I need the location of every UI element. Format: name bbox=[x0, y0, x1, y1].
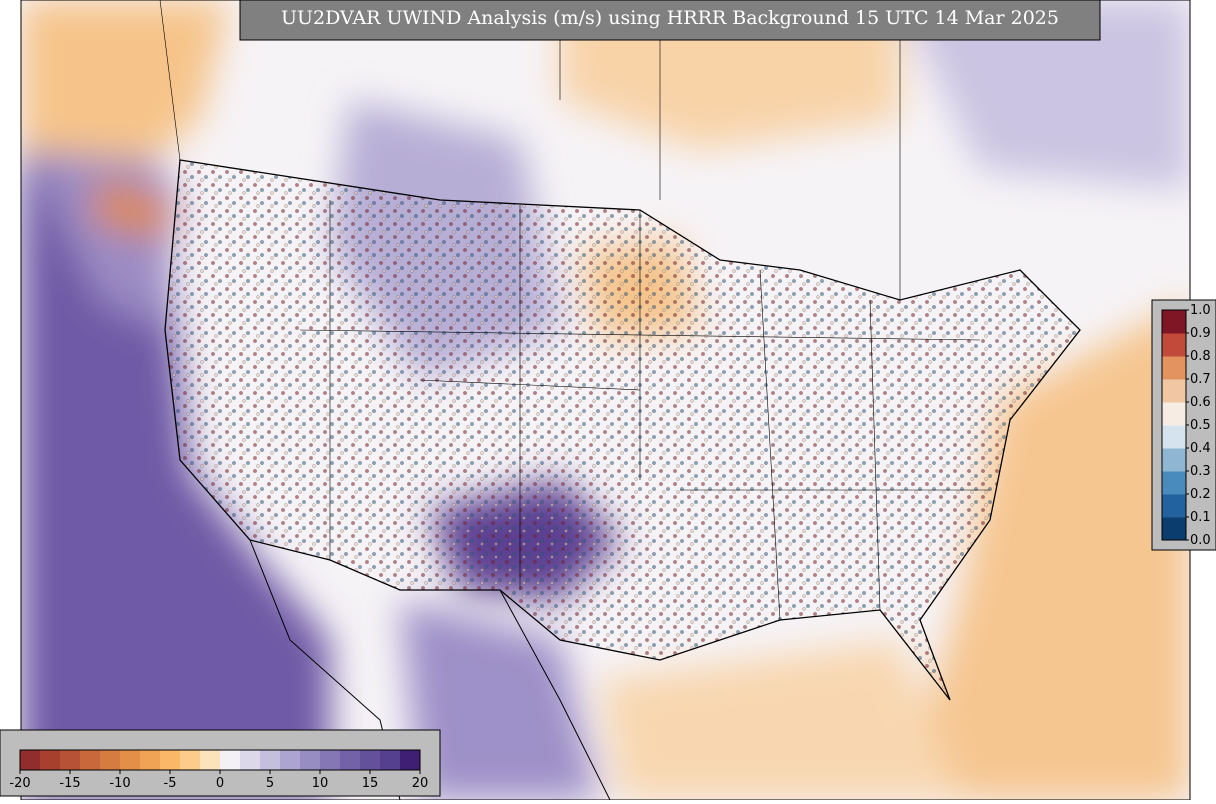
color-segment bbox=[180, 750, 201, 770]
color-segment bbox=[80, 750, 101, 770]
color-segment bbox=[1162, 402, 1186, 426]
color-segment bbox=[340, 750, 361, 770]
tick-label: 0.4 bbox=[1190, 441, 1211, 456]
color-segment bbox=[300, 750, 321, 770]
tick-label: 0.2 bbox=[1190, 487, 1211, 502]
color-segment bbox=[260, 750, 281, 770]
color-segment bbox=[400, 750, 421, 770]
color-segment bbox=[1162, 448, 1186, 472]
tick-label: 0 bbox=[216, 776, 224, 791]
wind-colorbar: -20 -15 -10 -5 0 5 10 15 20 bbox=[9, 749, 429, 791]
color-segment bbox=[1162, 517, 1186, 541]
color-segment bbox=[20, 750, 41, 770]
title-box bbox=[239, 0, 1101, 41]
tick-label: 15 bbox=[362, 776, 379, 791]
map-field bbox=[21, 0, 1190, 800]
tick-label: 0.0 bbox=[1190, 533, 1211, 548]
tick-label: -15 bbox=[59, 776, 80, 791]
color-segment bbox=[1162, 379, 1186, 403]
color-segment bbox=[320, 750, 341, 770]
tick-label: 0.9 bbox=[1190, 326, 1211, 341]
tick-label: -5 bbox=[164, 776, 177, 791]
title: UU2DVAR UWIND Analysis (m/s) using HRRR … bbox=[281, 7, 1059, 29]
color-segment bbox=[240, 750, 261, 770]
color-segment bbox=[40, 750, 61, 770]
tick-label: -20 bbox=[9, 776, 30, 791]
color-segment bbox=[1162, 333, 1186, 357]
color-segment bbox=[1162, 471, 1186, 495]
tick-label: 0.8 bbox=[1190, 349, 1211, 364]
tick-label: -10 bbox=[109, 776, 130, 791]
color-segment bbox=[1162, 310, 1186, 334]
tick-label: 1.0 bbox=[1190, 303, 1211, 318]
color-segment bbox=[220, 750, 241, 770]
tick-label: 10 bbox=[312, 776, 329, 791]
tick-label: 0.6 bbox=[1190, 395, 1211, 410]
color-segment bbox=[280, 750, 301, 770]
color-segment bbox=[1162, 425, 1186, 449]
color-segment bbox=[1162, 356, 1186, 380]
color-segment bbox=[140, 750, 161, 770]
color-segment bbox=[380, 750, 401, 770]
color-segment bbox=[160, 750, 181, 770]
color-segment bbox=[200, 750, 221, 770]
color-segment bbox=[1162, 494, 1186, 518]
color-segment bbox=[360, 750, 381, 770]
color-segment bbox=[100, 750, 121, 770]
obs-colorbar: 0.0 0.1 0.2 0.3 0.4 0.5 0.6 0.7 0.8 0.9 1.0 bbox=[1161, 303, 1211, 548]
color-segment bbox=[120, 750, 141, 770]
color-segment bbox=[60, 750, 81, 770]
tick-label: 0.1 bbox=[1190, 510, 1211, 525]
tick-label: 0.5 bbox=[1190, 418, 1211, 433]
tick-label: 20 bbox=[412, 776, 429, 791]
tick-label: 5 bbox=[266, 776, 274, 791]
tick-label: 0.7 bbox=[1190, 372, 1211, 387]
tick-label: 0.3 bbox=[1190, 464, 1211, 479]
